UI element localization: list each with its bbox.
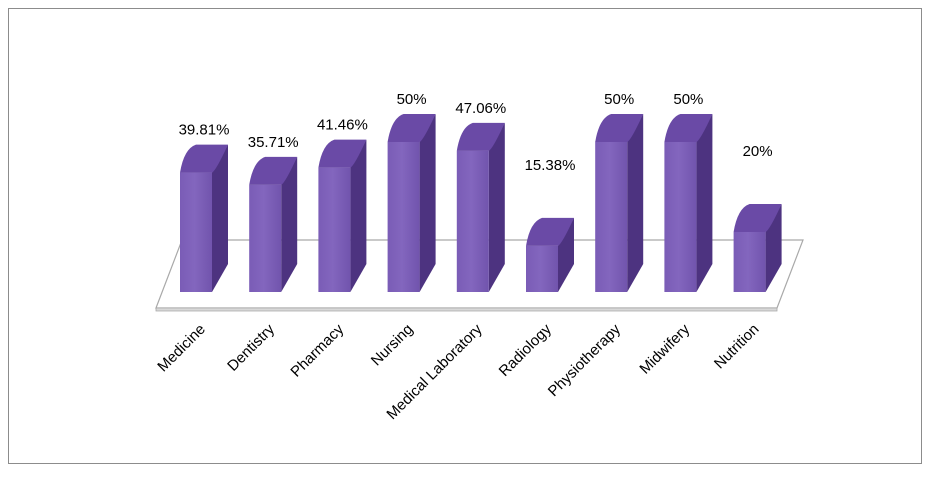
- bar-side: [350, 139, 367, 292]
- value-label: 50%: [604, 91, 634, 108]
- bar-top: [595, 114, 644, 142]
- bar-front: [526, 245, 558, 292]
- value-label: 20%: [743, 143, 773, 160]
- bar-front: [318, 167, 351, 292]
- bar-top: [249, 156, 298, 185]
- bar-side: [696, 114, 713, 292]
- bar-side: [488, 122, 505, 292]
- bar-top: [387, 114, 436, 142]
- bar: [595, 114, 644, 292]
- bar: [526, 217, 574, 292]
- bar-front: [387, 142, 420, 292]
- value-label: 41.46%: [317, 117, 368, 134]
- bar-side: [419, 114, 436, 292]
- value-label: 47.06%: [455, 100, 506, 117]
- value-labels-group: 39.81% 35.71% 41.46% 50% 47.06% 15.38% 50% 50% 2…: [179, 91, 773, 174]
- bar-side: [558, 217, 574, 292]
- bar-top: [318, 139, 367, 168]
- bar-front: [664, 142, 697, 292]
- bar-front: [180, 172, 212, 292]
- bar: [664, 114, 713, 292]
- bar-top: [664, 114, 713, 142]
- bar-front: [733, 232, 766, 292]
- bar: [387, 114, 436, 292]
- bar-top: [733, 204, 782, 232]
- bar: [456, 122, 505, 292]
- bar-top: [526, 217, 574, 246]
- value-label: 35.71%: [248, 134, 299, 151]
- bar: [733, 204, 782, 292]
- floor-edge: [155, 307, 778, 312]
- bar-side: [627, 114, 644, 292]
- value-label: 15.38%: [525, 157, 576, 174]
- bar-front: [456, 150, 489, 292]
- bar-front: [249, 184, 282, 292]
- bar: [180, 144, 228, 292]
- bar: [249, 156, 298, 292]
- value-label: 50%: [397, 91, 427, 108]
- bar-side: [212, 144, 228, 292]
- bar: [318, 139, 367, 292]
- value-label: 50%: [673, 91, 703, 108]
- bar-top: [180, 144, 228, 173]
- bar-side: [281, 156, 298, 292]
- bars-group: [180, 114, 782, 292]
- bar-front: [595, 142, 628, 292]
- value-label: 39.81%: [179, 122, 230, 139]
- bar-top: [456, 122, 505, 151]
